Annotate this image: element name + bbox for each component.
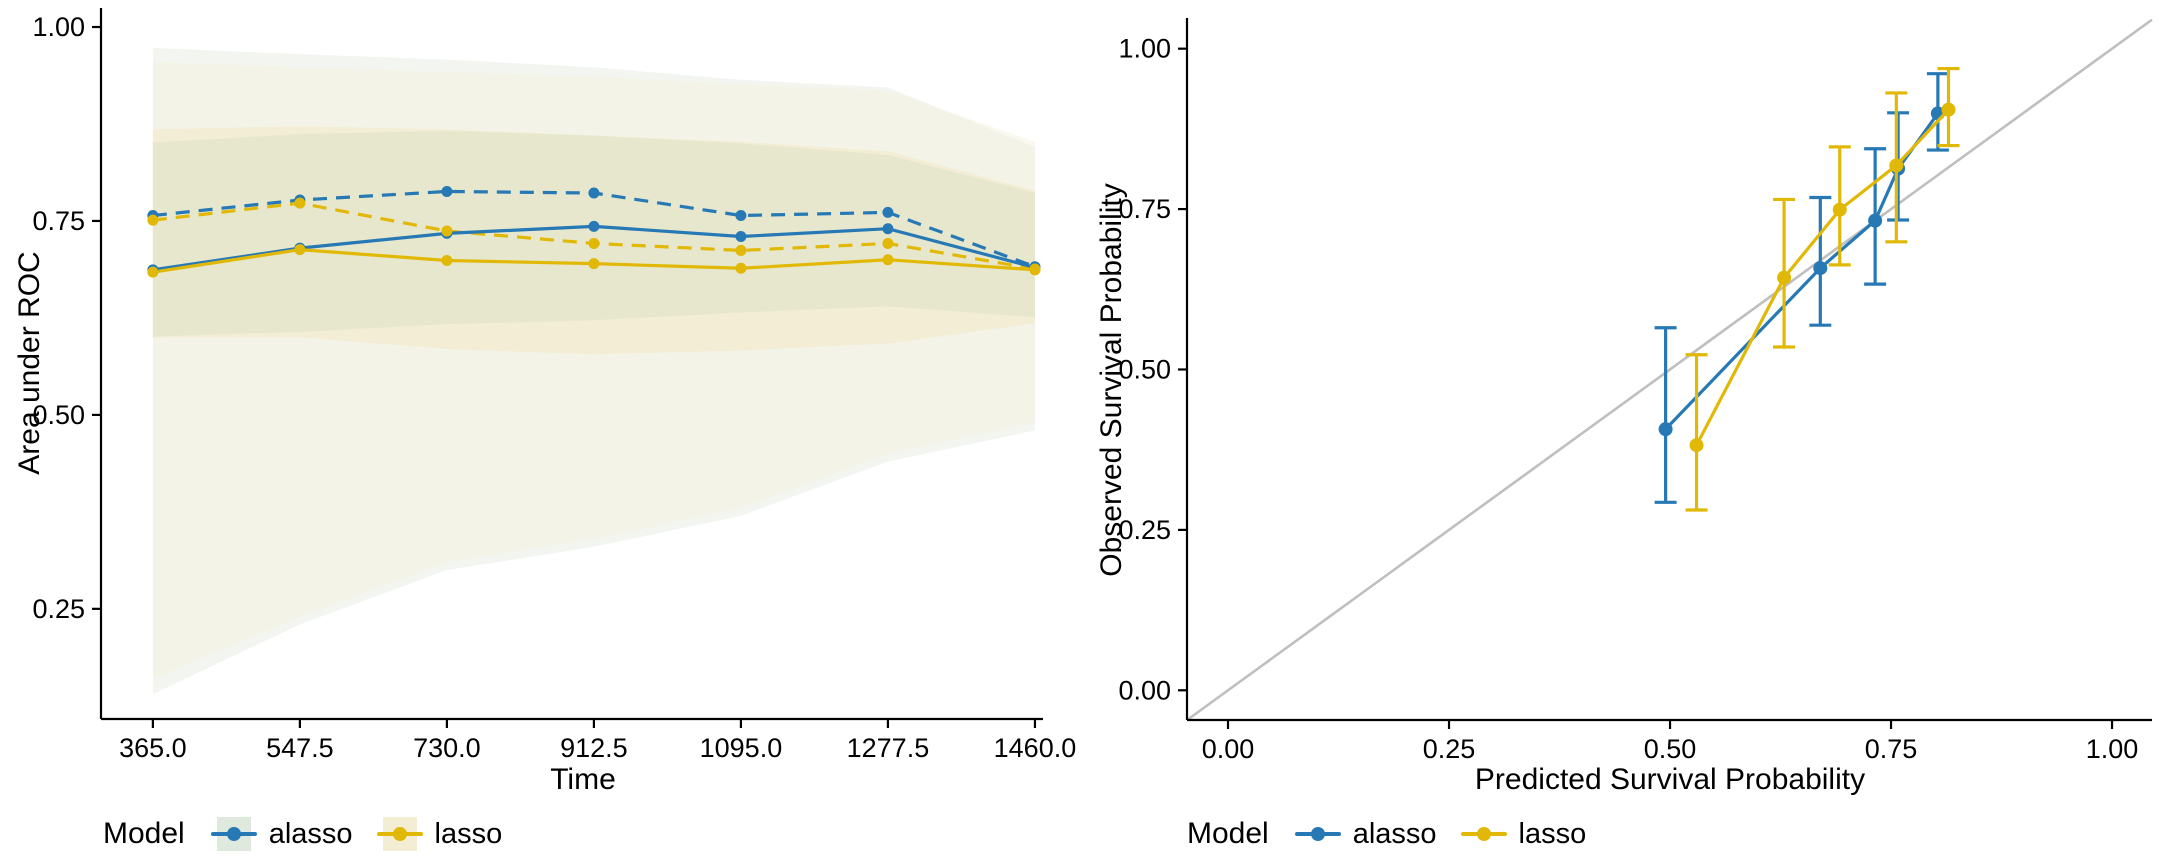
left-x-tick-label: 1277.5 [847, 733, 930, 763]
legend-key-icon [1294, 816, 1341, 852]
left-y-tick-label: 1.00 [32, 12, 85, 42]
left-legend-title: Model [103, 817, 185, 850]
left-x-tick-label: 547.5 [266, 733, 334, 763]
identity-line [1186, 18, 2153, 722]
left-y-tick-label: 0.25 [32, 594, 85, 624]
data-point-lasso-solid [882, 254, 894, 266]
right-x-axis-title: Predicted Survival Probability [1474, 763, 1866, 796]
legend-key-icon [376, 816, 423, 852]
data-point-lasso-solid [441, 255, 453, 267]
right-x-tick-label: 0.75 [1865, 734, 1918, 764]
left-y-tick-label: 0.50 [32, 400, 85, 430]
left-x-tick-label: 1460.0 [994, 733, 1077, 763]
data-point-alasso-solid [735, 230, 747, 242]
data-point-lasso-dashed [735, 244, 747, 256]
right-y-tick-label: 0.25 [1118, 515, 1171, 545]
legend-key-point [1310, 827, 1325, 841]
data-point-alasso-solid [588, 220, 600, 232]
left-x-tick-label: 1095.0 [700, 733, 783, 763]
right-x-tick-label: 1.00 [2086, 734, 2139, 764]
data-point-alasso-dashed [588, 187, 600, 199]
legend-item-lasso: lasso [1460, 816, 1587, 852]
right-x-tick-label: 0.50 [1644, 734, 1697, 764]
calibration-point-lasso [1689, 438, 1704, 453]
data-point-alasso-solid [882, 223, 894, 235]
data-point-lasso-dashed [147, 214, 159, 226]
calibration-point-alasso [1658, 422, 1673, 437]
data-point-lasso-solid [588, 258, 600, 270]
calibration-point-alasso [1868, 213, 1883, 228]
legend-key-icon [210, 816, 257, 852]
data-point-lasso-dashed [1029, 263, 1041, 275]
left-legend: Model alasso lasso [103, 812, 502, 856]
right-y-tick-label: 0.00 [1118, 675, 1171, 705]
data-point-lasso-dashed [882, 237, 894, 249]
legend-key-icon [1460, 816, 1507, 852]
data-point-lasso-solid [294, 244, 306, 256]
data-point-lasso-dashed [588, 237, 600, 249]
data-point-lasso-dashed [294, 197, 306, 209]
left-x-tick-label: 365.0 [119, 733, 187, 763]
data-point-alasso-dashed [441, 185, 453, 197]
legend-key-point [392, 827, 407, 841]
right-y-tick-label: 0.75 [1118, 194, 1171, 224]
legend-key-point [1476, 827, 1491, 841]
data-point-lasso-solid [735, 262, 747, 274]
right-y-tick-label: 0.50 [1118, 354, 1171, 384]
legend-item-alasso: alasso [1294, 816, 1437, 852]
legend-item-label: alasso [1352, 817, 1437, 850]
left-x-tick-label: 912.5 [560, 733, 628, 763]
left-y-axis-title: Area under ROC [13, 251, 46, 475]
legend-item-label: lasso [434, 817, 503, 850]
right-legend: Model alasso lasso [1187, 812, 1586, 856]
right-y-axis-title: Observed Survival Probability [1095, 183, 1128, 577]
right-y-tick-label: 1.00 [1118, 34, 1171, 64]
calibration-line-lasso [1695, 108, 1950, 446]
legend-item-alasso: alasso [210, 816, 353, 852]
data-point-lasso-dashed [441, 225, 453, 237]
data-point-alasso-dashed [735, 210, 747, 222]
legend-item-label: alasso [268, 817, 353, 850]
left-y-tick-label: 0.75 [32, 206, 85, 236]
data-point-alasso-dashed [882, 206, 894, 218]
legend-item-lasso: lasso [376, 816, 503, 852]
calibration-point-lasso [1889, 158, 1904, 173]
right-x-tick-label: 0.25 [1423, 734, 1476, 764]
right-legend-title: Model [1187, 817, 1269, 850]
calibration-point-alasso [1813, 261, 1828, 276]
left-x-tick-label: 730.0 [413, 733, 481, 763]
left-x-axis-title: Time [550, 763, 616, 796]
plots-svg: 0.25 0.50 0.75 1.00 365.0 547.5 730.0 912.5 1095… [32, 8, 2153, 764]
legend-key-point [226, 827, 241, 841]
calibration-point-lasso [1832, 202, 1847, 217]
right-x-tick-label: 0.00 [1202, 734, 1255, 764]
calibration-point-lasso [1941, 102, 1956, 117]
legend-item-label: lasso [1518, 817, 1587, 850]
data-point-lasso-solid [147, 266, 159, 278]
calibration-point-lasso [1777, 270, 1792, 285]
